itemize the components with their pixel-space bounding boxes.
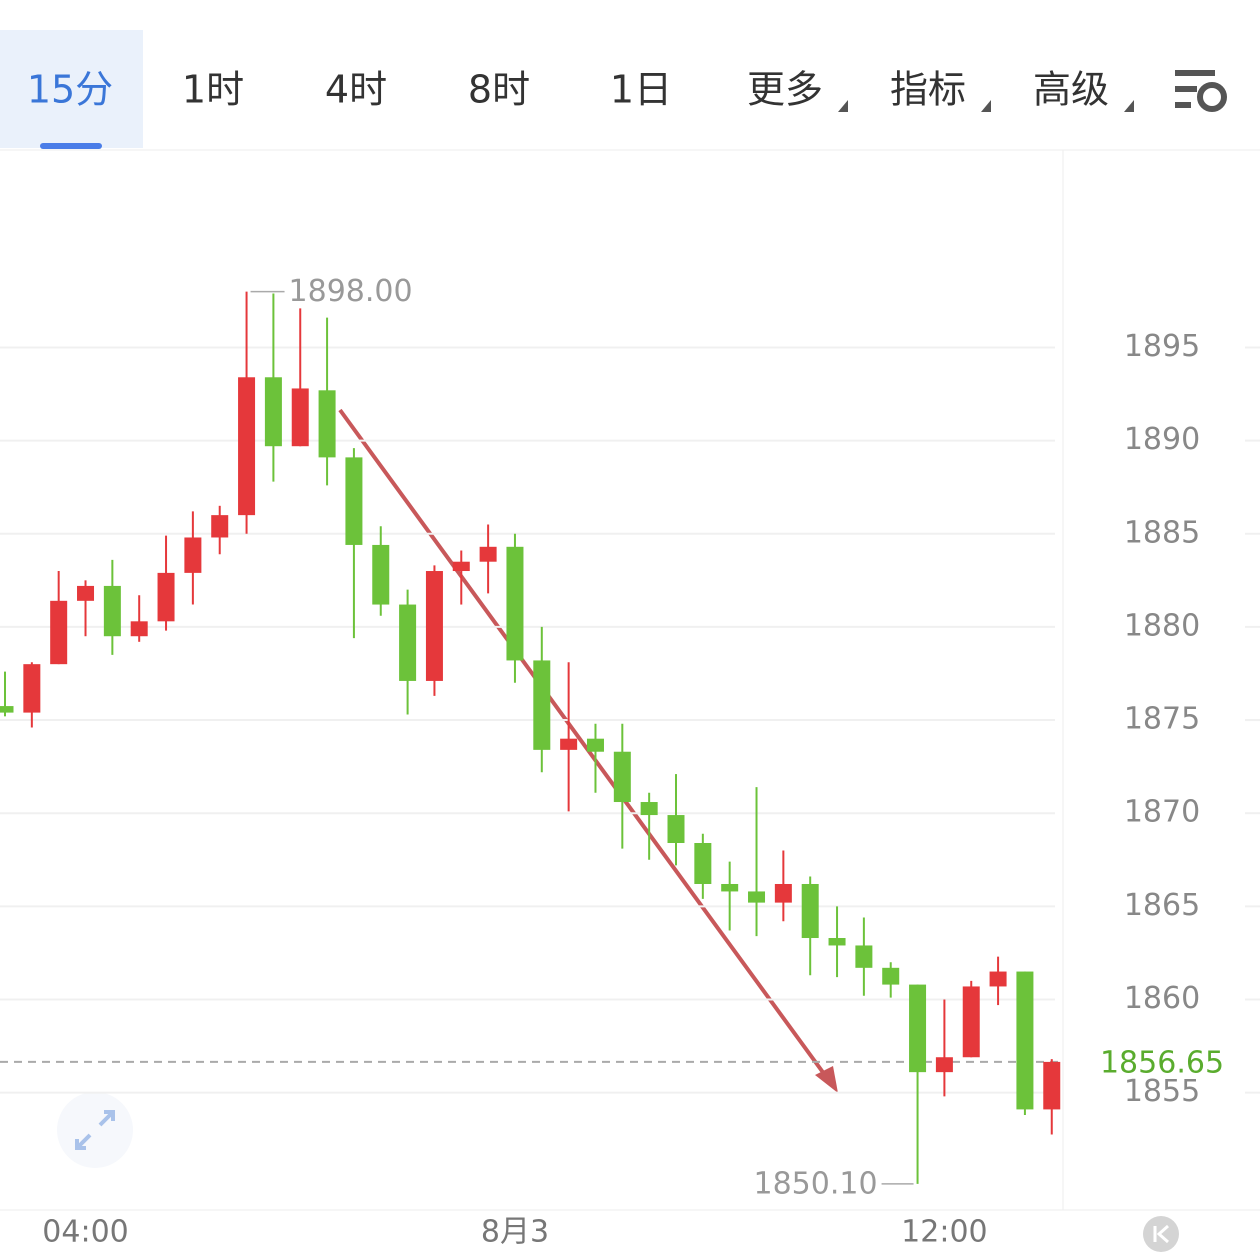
candle-body <box>667 815 685 844</box>
candle-body <box>989 971 1007 987</box>
candle-body <box>372 544 390 605</box>
expand-button[interactable] <box>57 1092 133 1168</box>
candle-body <box>399 604 417 681</box>
candle-body <box>748 891 766 903</box>
candle-body <box>882 967 900 985</box>
tab[interactable]: 1日 <box>610 68 672 112</box>
tab[interactable]: 指标 <box>890 68 966 112</box>
x-tick-label: 8月3 <box>481 1215 549 1250</box>
candle-body <box>452 561 470 572</box>
y-tick-label: 1885 <box>1124 515 1200 550</box>
candle-body <box>425 571 443 681</box>
y-tick-label: 1890 <box>1124 422 1200 457</box>
candle-body <box>774 883 792 903</box>
active-tab-bg <box>0 30 143 148</box>
candle-body <box>318 390 336 458</box>
tab[interactable]: 高级 <box>1033 68 1109 112</box>
tab[interactable]: 更多 <box>747 68 823 112</box>
min-label: 1850.10 <box>753 1166 877 1201</box>
y-tick-label: 1860 <box>1124 981 1200 1016</box>
scroll-latest-button[interactable] <box>1143 1216 1179 1252</box>
dropdown-caret <box>1124 100 1134 112</box>
tab[interactable]: 4时 <box>325 68 387 112</box>
tab[interactable]: 1时 <box>182 68 244 112</box>
candle-body <box>1043 1061 1061 1110</box>
candle-body <box>238 377 256 516</box>
x-tick-label: 12:00 <box>901 1215 987 1250</box>
candle-body <box>1016 971 1034 1110</box>
trend-arrow-head <box>815 1066 838 1093</box>
candle-body <box>184 537 202 573</box>
candle-body <box>828 938 846 946</box>
candle-body <box>962 986 980 1058</box>
candle-body <box>211 515 229 538</box>
dropdown-caret <box>981 100 991 112</box>
candle-body <box>721 883 739 892</box>
candle-body <box>130 621 148 637</box>
y-tick-label: 1875 <box>1124 702 1200 737</box>
candle-body <box>264 377 282 447</box>
candle-body <box>345 457 363 545</box>
candle-body <box>560 738 578 750</box>
active-tab-underline <box>40 143 102 149</box>
candle-body <box>533 660 551 750</box>
candle-body <box>23 664 41 713</box>
y-tick-label: 1895 <box>1124 329 1200 364</box>
trend-arrow <box>338 408 832 1084</box>
x-tick-label: 04:00 <box>42 1215 128 1250</box>
dropdown-caret <box>838 100 848 112</box>
candle-body <box>291 388 309 447</box>
y-tick-label: 1870 <box>1124 795 1200 830</box>
candle-body <box>855 945 873 968</box>
candle-body <box>935 1057 953 1073</box>
candle-body <box>479 546 497 562</box>
tab[interactable]: 8时 <box>468 68 530 112</box>
y-tick-label: 1880 <box>1124 608 1200 643</box>
candle-body <box>801 883 819 939</box>
last-price-label: 1856.65 <box>1100 1045 1224 1080</box>
tab[interactable]: 15分 <box>27 68 113 112</box>
candle-body <box>586 738 604 752</box>
candle-body <box>506 546 524 661</box>
candle-body <box>50 600 68 665</box>
candle-body <box>77 585 95 601</box>
candle-body <box>103 585 121 637</box>
y-tick-label: 1855 <box>1124 1074 1200 1109</box>
y-tick-label: 1865 <box>1124 888 1200 923</box>
settings-icon[interactable] <box>1175 70 1227 112</box>
candle-body <box>909 984 927 1073</box>
max-label: 1898.00 <box>289 274 413 309</box>
candle-body <box>613 751 631 803</box>
candle-body <box>694 843 712 884</box>
candle-body <box>157 572 175 622</box>
candle-body <box>0 706 14 713</box>
candle-body <box>640 802 658 816</box>
